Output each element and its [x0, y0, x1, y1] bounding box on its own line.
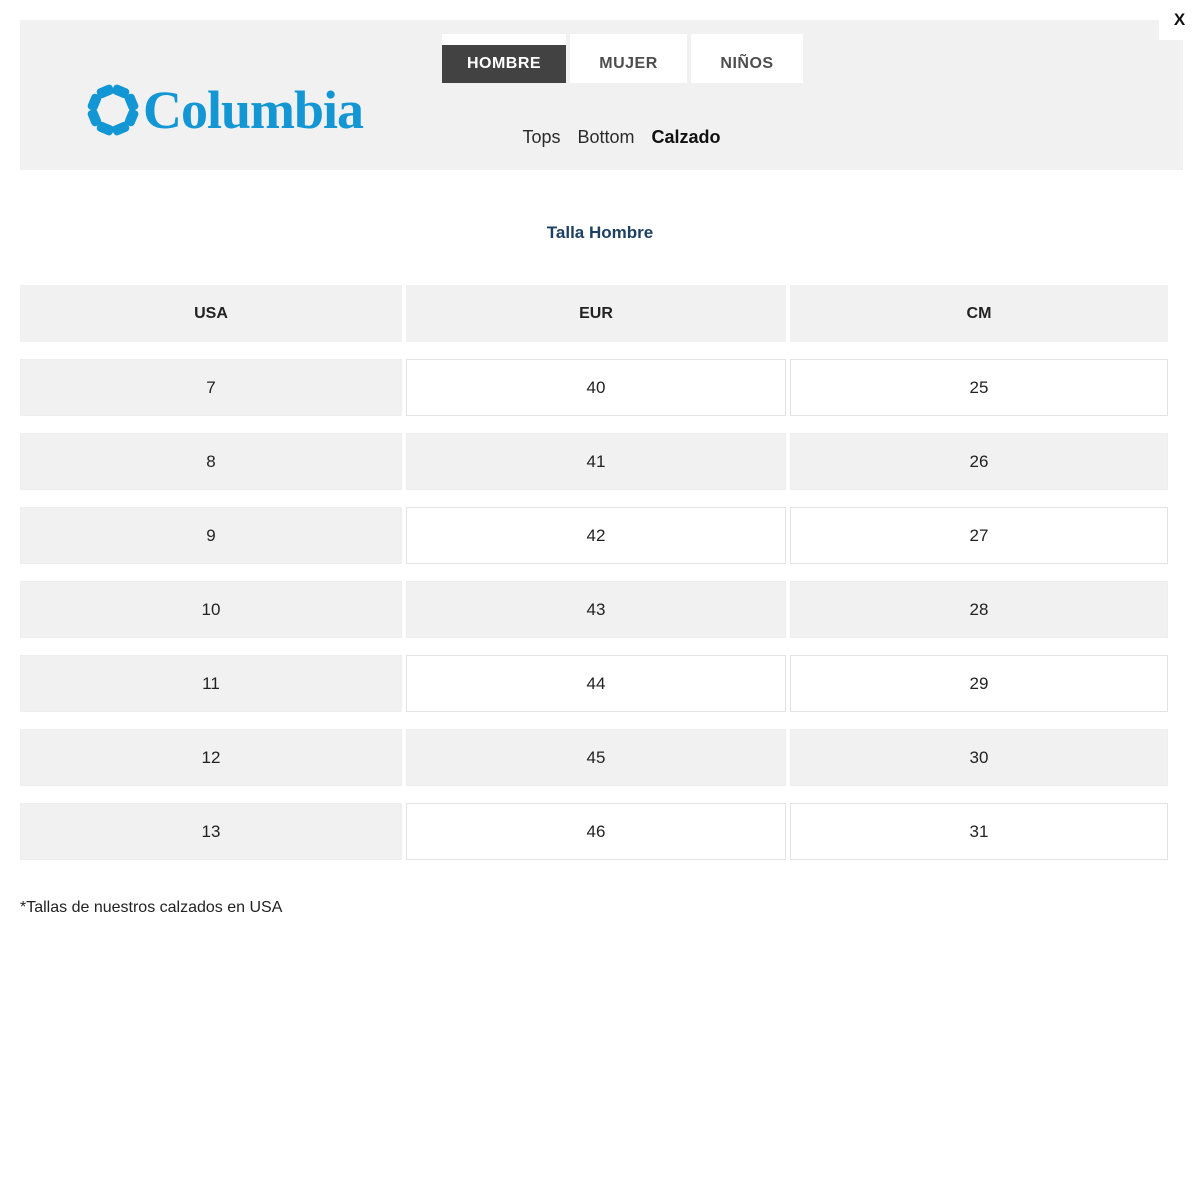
table-cell: 44	[406, 655, 786, 712]
table-row: 11 44 29	[20, 655, 1168, 712]
section-title: Talla Hombre	[546, 223, 654, 242]
table-cell: 42	[406, 507, 786, 564]
category-calzado[interactable]: Calzado	[651, 127, 721, 147]
table-cell: 30	[790, 729, 1168, 786]
tab-ninos-label: NIÑOS	[720, 55, 774, 72]
gender-tabs: HOMBRE MUJER NIÑOS	[442, 34, 803, 83]
table-cell: 28	[790, 581, 1168, 638]
table-cell: 11	[20, 655, 402, 712]
close-button[interactable]: X	[1159, 0, 1200, 40]
tab-ninos[interactable]: NIÑOS	[691, 34, 803, 83]
table-cell: 29	[790, 655, 1168, 712]
table-cell: 7	[20, 359, 402, 416]
table-cell: 26	[790, 433, 1168, 490]
table-row: 12 45 30	[20, 729, 1168, 786]
table-row: 8 41 26	[20, 433, 1168, 490]
category-nav: Tops Bottom Calzado	[40, 127, 1200, 148]
category-tops[interactable]: Tops	[522, 127, 561, 147]
table-row: 9 42 27	[20, 507, 1168, 564]
table-cell: 46	[406, 803, 786, 860]
columbia-emblem-icon	[87, 84, 139, 136]
table-row: 10 43 28	[20, 581, 1168, 638]
modal-header: Columbia HOMBRE MUJER NIÑOS Tops Bottom …	[20, 20, 1183, 170]
column-header: USA	[20, 285, 402, 342]
table-cell: 9	[20, 507, 402, 564]
footnote: *Tallas de nuestros calzados en USA	[20, 899, 283, 916]
table-cell: 13	[20, 803, 402, 860]
table-cell: 45	[406, 729, 786, 786]
size-table: USA EUR CM 7 40 25 8 41 26 9 42 27 10 43 28 11 44 29 12 45 3…	[20, 285, 1168, 877]
table-row: 13 46 31	[20, 803, 1168, 860]
table-cell: 43	[406, 581, 786, 638]
table-row: 7 40 25	[20, 359, 1168, 416]
category-bottom[interactable]: Bottom	[577, 127, 635, 147]
table-cell: 31	[790, 803, 1168, 860]
tab-hombre-label: HOMBRE	[442, 45, 566, 83]
table-cell: 10	[20, 581, 402, 638]
table-header-row: USA EUR CM	[20, 285, 1168, 342]
columbia-logo: Columbia	[85, 80, 364, 140]
table-cell: 40	[406, 359, 786, 416]
tab-mujer-label: MUJER	[599, 55, 658, 72]
tab-hombre[interactable]: HOMBRE	[442, 34, 566, 83]
table-cell: 8	[20, 433, 402, 490]
tab-mujer[interactable]: MUJER	[570, 34, 687, 83]
table-cell: 25	[790, 359, 1168, 416]
brand-wordmark: Columbia	[143, 80, 364, 140]
column-header: CM	[790, 285, 1168, 342]
column-header: EUR	[406, 285, 786, 342]
table-cell: 41	[406, 433, 786, 490]
table-cell: 12	[20, 729, 402, 786]
table-cell: 27	[790, 507, 1168, 564]
